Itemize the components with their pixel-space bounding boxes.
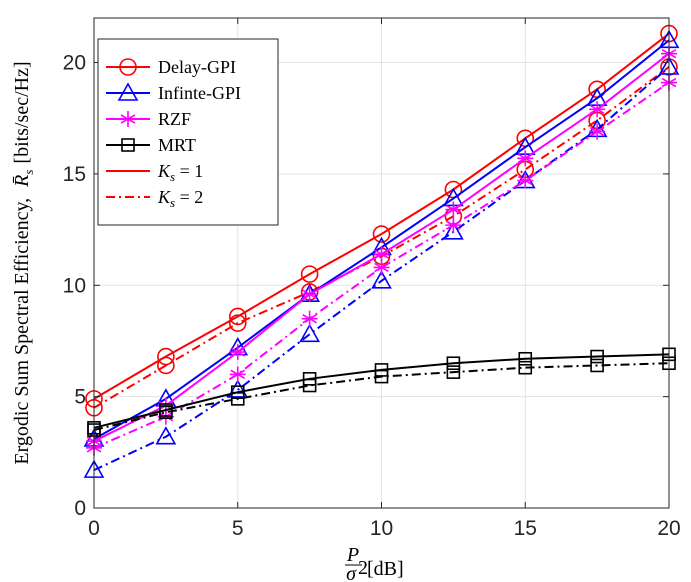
- data-point-delay-gpi-ks1: [300, 265, 319, 283]
- data-point-mrt-ks1: [446, 356, 461, 371]
- data-point-rzf-ks2: [301, 310, 318, 327]
- x-tick-label: 10: [370, 517, 393, 540]
- x-label-unit: [dB]: [367, 558, 404, 580]
- legend-marker: [117, 82, 139, 101]
- x-tick-label: 0: [88, 517, 100, 540]
- y-label-subscript: s: [21, 170, 36, 175]
- legend-box: [97, 38, 279, 226]
- data-point-rzf-ks2: [229, 366, 246, 383]
- data-point-infinte-gpi-ks2: [371, 270, 392, 289]
- legend-rest: = 2: [175, 187, 203, 207]
- y-label-text: Ergodic Sum Spectral Efficiency, R̄s [bit…: [11, 61, 36, 464]
- series-line-infinte-gpi-ks2: [93, 66, 670, 472]
- legend-item: MRT: [106, 135, 196, 155]
- data-point-rzf-ks1: [373, 246, 390, 263]
- y-label-symbol: R̄: [11, 175, 33, 188]
- data-point-rzf-ks2: [373, 259, 390, 276]
- legend-item: RZF: [106, 109, 191, 129]
- x-tick-label: 15: [514, 517, 537, 540]
- y-label-unit: [bits/sec/Hz]: [11, 61, 33, 163]
- legend-subscript: s: [170, 169, 175, 184]
- y-axis-label: Ergodic Sum Spectral Efficiency, R̄s [bit…: [11, 61, 36, 464]
- data-point-rzf-ks2: [445, 217, 462, 234]
- legend-marker: [120, 111, 136, 127]
- data-point-mrt-ks2: [518, 360, 533, 375]
- x-label-denominator: σ: [346, 563, 357, 582]
- data-point-mrt-ks2: [159, 405, 173, 420]
- x-label-superscript: 2: [358, 557, 368, 579]
- legend-rest: = 1: [175, 161, 203, 181]
- data-point-rzf-ks1: [301, 286, 318, 303]
- legend-symbol: K: [157, 187, 171, 207]
- data-point-infinte-gpi-ks2: [443, 221, 464, 240]
- y-tick-label: 20: [63, 52, 86, 75]
- legend-marker: [121, 138, 135, 152]
- data-point-delay-gpi-ks2: [157, 356, 175, 375]
- series-layer: [83, 24, 680, 478]
- data-point-mrt-ks2: [446, 365, 461, 379]
- legend-item: Ks = 2: [106, 187, 203, 210]
- data-point-delay-gpi-ks1: [372, 225, 391, 243]
- data-point-rzf-ks1: [229, 344, 246, 361]
- data-point-rzf-ks1: [589, 101, 606, 118]
- x-axis-label: P σ 2 [dB]: [345, 544, 404, 582]
- data-point-mrt-ks2: [374, 369, 389, 384]
- data-point-mrt-ks1: [518, 351, 533, 366]
- data-point-infinte-gpi-ks2: [227, 379, 249, 398]
- series-rzf-ks1: [86, 45, 677, 450]
- y-tick-label: 15: [63, 163, 86, 186]
- x-tick-label: 20: [657, 517, 680, 540]
- legend-label: MRT: [158, 135, 196, 155]
- legend-label: Delay-GPI: [158, 57, 236, 77]
- data-point-mrt-ks2: [230, 392, 245, 406]
- x-tick-label: 5: [232, 517, 244, 540]
- legend-subscript: s: [170, 195, 175, 210]
- ticks: 0 5 10 15 20 0 5 10 15 20: [63, 18, 681, 540]
- data-point-mrt-ks2: [590, 358, 604, 373]
- y-tick-label: 10: [63, 274, 86, 297]
- legend-item: Infinte-GPI: [106, 82, 241, 103]
- legend-symbol: K: [157, 161, 171, 181]
- data-point-rzf-ks2: [589, 123, 606, 140]
- x-label-numerator: P: [346, 544, 359, 566]
- data-point-delay-gpi-ks2: [228, 314, 247, 332]
- y-tick-label: 0: [74, 497, 86, 520]
- legend-label: Ks = 2: [157, 187, 203, 210]
- data-point-rzf-ks1: [445, 201, 462, 218]
- data-point-infinte-gpi-ks2: [155, 426, 177, 445]
- series-rzf-ks2: [86, 74, 677, 456]
- data-point-mrt-ks1: [590, 349, 604, 364]
- data-point-rzf-ks2: [517, 172, 534, 189]
- legend-marker: [119, 58, 137, 76]
- legend-item: Delay-GPI: [106, 57, 236, 77]
- legend-label: RZF: [158, 109, 191, 129]
- y-tick-label: 5: [74, 386, 86, 409]
- data-point-mrt-ks2: [302, 378, 317, 393]
- legend-label: Ks = 1: [157, 161, 203, 184]
- data-point-infinte-gpi-ks2: [299, 323, 320, 343]
- series-line-delay-gpi-ks1: [93, 32, 670, 400]
- data-point-delay-gpi-ks1: [228, 307, 247, 326]
- data-point-rzf-ks1: [517, 150, 534, 167]
- series-mrt-ks2: [87, 356, 676, 437]
- series-line-mrt-ks2: [93, 362, 670, 432]
- y-label-main: Ergodic Sum Spectral Efficiency,: [11, 198, 33, 465]
- legend-item: Ks = 1: [106, 161, 203, 184]
- legend-label: Infinte-GPI: [158, 83, 241, 103]
